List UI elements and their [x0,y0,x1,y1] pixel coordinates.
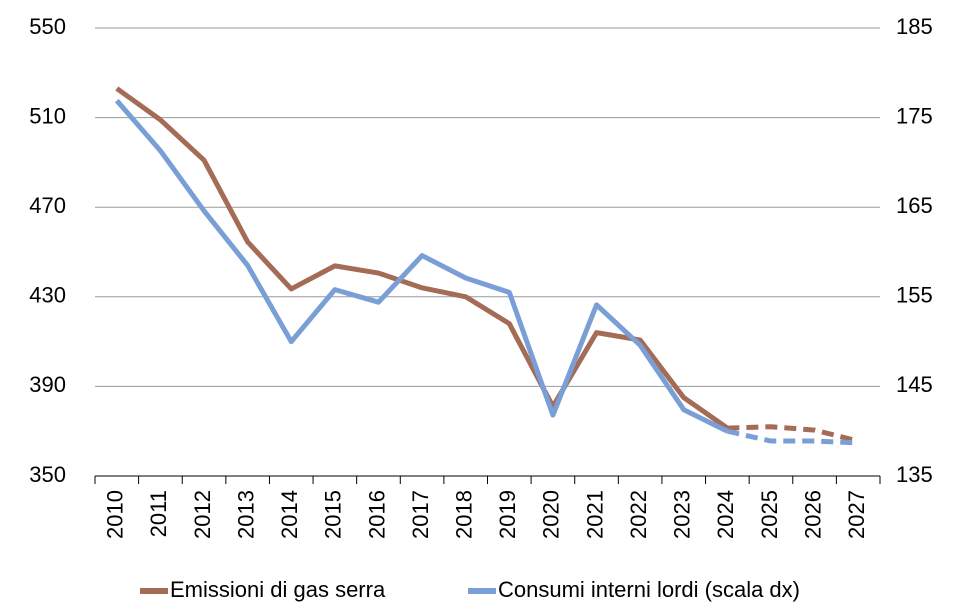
x-tick-label: 2013 [233,490,258,539]
x-tick-label: 2025 [757,490,782,539]
y-tick-label: 550 [29,14,66,39]
x-tick-label: 2021 [582,490,607,539]
x-tick-label: 2015 [321,490,346,539]
x-tick-label: 2017 [408,490,433,539]
x-tick-label: 2011 [146,490,171,537]
legend-label: Consumi interni lordi (scala dx) [498,577,800,602]
y2-tick-label: 155 [896,283,933,308]
x-tick-label: 2010 [103,490,128,539]
series-line [727,424,859,444]
y-tick-label: 430 [29,283,66,308]
series-line [726,428,859,446]
x-tick-label: 2016 [364,490,389,539]
y-tick-label: 470 [29,193,66,218]
x-tick-label: 2027 [844,490,869,539]
series-line [114,98,729,434]
y-tick-label: 350 [29,462,66,487]
x-tick-label: 2024 [713,490,738,539]
x-tick-label: 2022 [626,490,651,539]
x-tick-label: 2023 [670,490,695,539]
y2-tick-label: 175 [896,103,933,128]
y2-tick-label: 135 [896,462,933,487]
legend-label: Emissioni di gas serra [170,577,386,602]
x-tick-label: 2014 [277,490,302,539]
y-tick-label: 510 [29,103,66,128]
y2-tick-label: 165 [896,193,933,218]
x-tick-label: 2018 [452,490,477,539]
series-line [115,86,729,431]
y2-tick-label: 185 [896,14,933,39]
x-tick-label: 2020 [539,490,564,539]
y-tick-label: 390 [29,372,66,397]
y2-tick-label: 145 [896,372,933,397]
x-tick-label: 2019 [495,490,520,539]
x-tick-label: 2012 [190,490,215,539]
x-tick-label: 2026 [800,490,825,539]
